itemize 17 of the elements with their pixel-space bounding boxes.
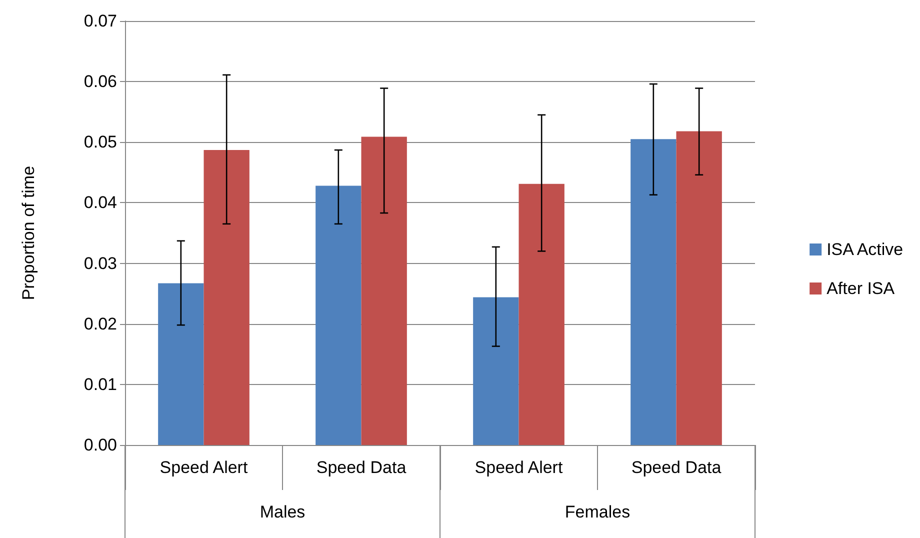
y-tick-label: 0.07 — [84, 12, 117, 30]
text: Males — [260, 502, 306, 522]
x-tick-label: Speed Alert — [474, 458, 563, 477]
y-tick-label: 0.02 — [84, 314, 117, 334]
legend-label: After ISA — [826, 279, 896, 298]
x-tick-label: Speed Data — [316, 458, 407, 477]
y-tick-label: 0.03 — [84, 254, 117, 273]
legend-label: ISA Active — [826, 240, 904, 259]
y-tick-label: 0.06 — [84, 72, 117, 92]
text: Females — [564, 502, 630, 522]
y-tick-label: 0.04 — [84, 193, 117, 212]
y-tick-label: 0.05 — [84, 132, 117, 152]
y-tick-label: 0.01 — [84, 374, 117, 394]
y-tick-label: 0.00 — [84, 436, 117, 454]
y-axis-title: Proportion of time — [19, 166, 38, 300]
x-tick-label: Speed Alert — [160, 458, 248, 477]
x-tick-label: Speed Data — [631, 458, 722, 477]
